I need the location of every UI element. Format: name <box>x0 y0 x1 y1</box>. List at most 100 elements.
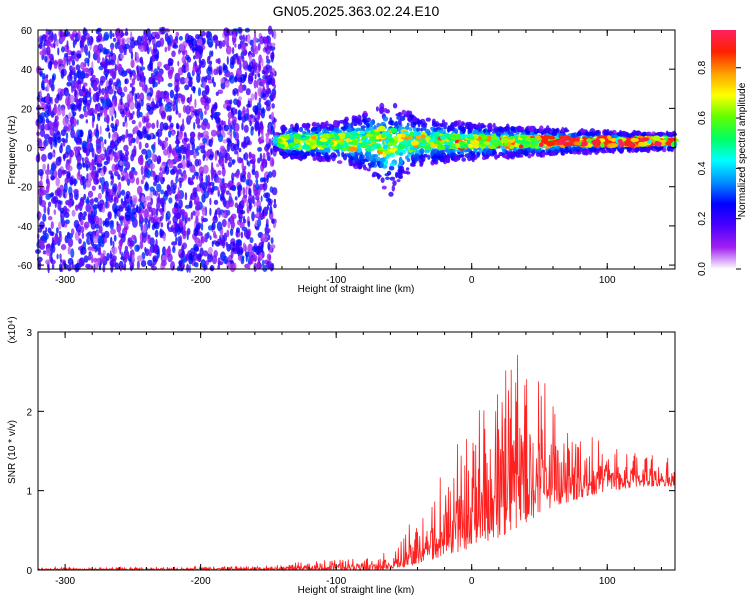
spectrogram-cell <box>563 143 569 147</box>
spectrogram-cell <box>158 192 160 202</box>
spectrogram-cell <box>250 93 255 101</box>
spectrogram-cell <box>136 260 140 270</box>
spectrogram-cell <box>136 65 139 75</box>
spectrogram-cell <box>515 154 521 158</box>
spectrogram-cell <box>96 38 101 43</box>
spectrogram-cell <box>361 118 367 123</box>
spectrogram-cell <box>72 118 77 127</box>
spectrogram-cell <box>61 107 66 117</box>
spectrogram-cell <box>186 263 190 273</box>
spectrogram-cell <box>78 238 82 245</box>
spectrogram-cell <box>85 163 89 172</box>
spectrogram-cell <box>291 149 297 156</box>
spectrogram-cell <box>172 246 176 253</box>
spectrogram-cell <box>246 159 249 166</box>
spectrogram-cell <box>152 255 159 263</box>
spectrogram-cell <box>582 136 587 140</box>
spectrogram-cell <box>217 187 220 193</box>
spectrogram-cell <box>235 108 238 115</box>
spectrogram-cell <box>78 212 84 221</box>
spectrogram-cell <box>142 126 147 135</box>
spectrogram-cell <box>267 234 271 241</box>
spectrogram-cell <box>204 110 207 115</box>
spectrogram-cell <box>65 132 69 140</box>
spectrogram-cell <box>359 154 365 161</box>
spectrogram-cell <box>439 155 445 163</box>
spectrogram-cell <box>125 68 132 73</box>
spectrogram-cell <box>74 132 78 138</box>
spectrogram-cell <box>40 36 44 45</box>
spectrogram-cell <box>105 189 109 196</box>
spectrogram-cell <box>58 221 62 230</box>
spectrogram-cell <box>262 181 268 191</box>
spectrogram-cell <box>230 56 235 66</box>
spectrogram-cell <box>414 155 420 162</box>
spectrogram-cell <box>85 119 89 124</box>
spectrogram-cell <box>152 32 156 38</box>
spectrogram-cell <box>348 146 358 152</box>
spectrogram-cell <box>196 201 200 210</box>
spectrogram-cell <box>376 172 380 176</box>
spectrogram-cell <box>167 82 173 88</box>
spectrogram-cell <box>87 190 94 198</box>
spectrogram-cell <box>110 172 114 179</box>
spectrogram-cell <box>110 228 116 235</box>
spectrogram-cell <box>348 135 357 140</box>
spectrogram-cell <box>142 223 147 234</box>
spectrogram-cell <box>572 150 578 155</box>
spectrogram-cell <box>525 129 529 135</box>
spectrogram-cell <box>204 237 208 243</box>
spectrogram-cell <box>114 213 117 219</box>
spectrogram-cell <box>105 73 108 81</box>
spectrogram-cell <box>219 145 226 154</box>
spectrogram-cell <box>84 156 89 163</box>
spectrogram-cell <box>206 122 211 130</box>
spectrogram-cell <box>311 121 318 127</box>
spectrogram-cell <box>130 153 135 162</box>
spectrogram-cell <box>249 256 254 265</box>
spectrogram-cell <box>259 88 262 97</box>
spectrogram-cell <box>120 170 126 176</box>
spectrogram-cell <box>90 170 96 178</box>
spectrogram-cell <box>233 98 239 105</box>
spectrogram-cell <box>234 75 238 82</box>
spectrogram-cell <box>265 136 269 144</box>
spectrogram-cell <box>77 137 81 145</box>
spectrogram-cell <box>139 191 142 202</box>
spectrogram-cell <box>164 165 168 172</box>
spectrogram-cell <box>104 139 107 145</box>
spectrogram-cell <box>83 211 87 217</box>
spectrogram-cell <box>192 210 196 216</box>
spectrogram-cell <box>45 244 51 248</box>
spectrogram-cell <box>156 119 159 129</box>
spectrogram-cell <box>80 226 85 234</box>
spectrogram-cell <box>416 127 421 132</box>
spectrogram-cell <box>237 57 240 62</box>
spectrogram-cell <box>249 237 254 244</box>
spectrogram-cell <box>99 199 105 206</box>
spectrogram-cell <box>471 155 476 163</box>
spectrogram-cell <box>266 59 271 64</box>
spectrogram-cell <box>67 264 72 272</box>
spectrogram-cell <box>73 188 79 195</box>
spectrogram-cell <box>233 31 236 37</box>
spectrogram-cell <box>384 150 391 155</box>
spectrogram-cell <box>53 234 59 243</box>
spectrogram-cell <box>86 196 90 204</box>
spectrogram-cell <box>118 204 125 210</box>
spectrogram-cell <box>89 233 92 242</box>
spectrogram-cell <box>128 170 134 180</box>
spectrogram-cell <box>271 218 275 224</box>
spectrogram-cell <box>185 105 191 115</box>
spectrogram-cell <box>196 238 199 244</box>
spectrogram-cell <box>178 99 181 104</box>
spectrogram-cell <box>248 187 251 196</box>
spectrogram-cell <box>81 157 84 162</box>
spectrogram-cell <box>379 109 384 115</box>
spectrogram-cell <box>190 132 196 139</box>
spectrogram-cell <box>103 236 108 244</box>
spectrogram-cell <box>141 72 145 80</box>
spectrogram-cell <box>178 219 184 228</box>
spectrogram-cell <box>270 149 273 156</box>
spectrogram-cell <box>202 250 209 257</box>
